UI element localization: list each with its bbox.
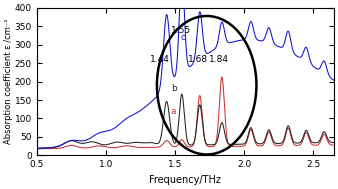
Text: 1.68: 1.68 (188, 55, 208, 64)
Text: 1.55: 1.55 (171, 26, 191, 35)
Text: a: a (171, 107, 176, 115)
Text: 1.44: 1.44 (150, 55, 170, 64)
X-axis label: Frequency/THz: Frequency/THz (149, 175, 221, 185)
Text: c: c (180, 33, 185, 42)
Y-axis label: Absorption coefficient ε /cm⁻¹: Absorption coefficient ε /cm⁻¹ (4, 19, 13, 144)
Text: b: b (171, 84, 176, 93)
Text: 1.84: 1.84 (209, 55, 229, 64)
